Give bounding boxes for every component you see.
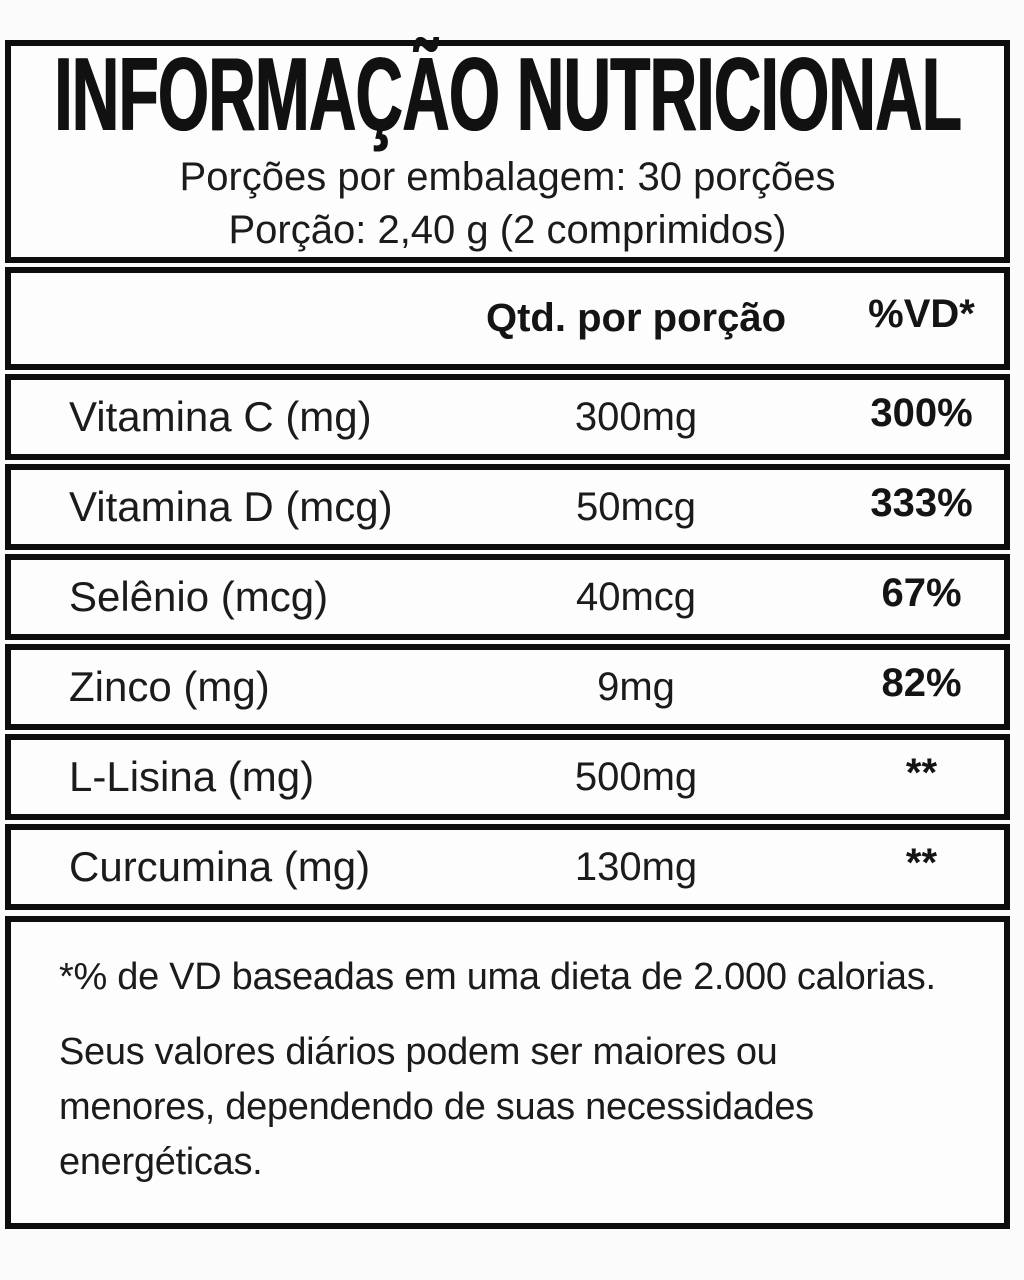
label-title: INFORMAÇÃO NUTRICIONAL: [54, 37, 962, 154]
table-row: Vitamina D (mcg) 50mcg 333%: [11, 470, 1004, 544]
nutrient-name: Selênio (mcg): [69, 573, 329, 620]
nutrient-name: L-Lisina (mg): [69, 753, 315, 800]
nutrition-label: INFORMAÇÃO NUTRICIONAL Porções por embal…: [5, 40, 1010, 1229]
column-header-daily-value: %VD*: [868, 292, 975, 336]
nutrient-quantity: 130mg: [574, 844, 698, 889]
nutrient-quantity: 9mg: [597, 664, 675, 709]
label-header: INFORMAÇÃO NUTRICIONAL Porções por embal…: [5, 40, 1010, 263]
table-row-curcumina: Curcumina (mg) 130mg **: [5, 824, 1010, 910]
nutrient-daily-value: 333%: [870, 480, 973, 525]
nutrient-daily-value: 300%: [870, 390, 973, 435]
footnote-line: energéticas.: [59, 1141, 263, 1183]
table-row: Vitamina C (mg) 300mg 300%: [11, 380, 1004, 454]
servings-per-package-line: Porções por embalagem: 30 porções: [179, 154, 836, 199]
column-header-quantity: Qtd. por porção: [486, 296, 786, 340]
table-row: L-Lisina (mg) 500mg **: [11, 740, 1004, 814]
table-row-vitamina-d: Vitamina D (mcg) 50mcg 333%: [5, 464, 1010, 550]
table-row-selenio: Selênio (mcg) 40mcg 67%: [5, 554, 1010, 640]
table-row: Curcumina (mg) 130mg **: [11, 830, 1004, 904]
column-header-row: Qtd. por porção %VD*: [11, 273, 1004, 364]
table-column-header-box: Qtd. por porção %VD*: [5, 267, 1010, 370]
nutrient-daily-value: 82%: [881, 660, 962, 705]
nutrient-quantity: 50mcg: [575, 484, 697, 529]
table-row-vitamina-c: Vitamina C (mg) 300mg 300%: [5, 374, 1010, 460]
nutrient-name: Zinco (mg): [69, 663, 270, 710]
nutrient-name: Vitamina C (mg): [69, 393, 372, 440]
nutrient-name: Curcumina (mg): [69, 843, 371, 890]
label-footnote: *% de VD baseadas em uma dieta de 2.000 …: [5, 916, 1010, 1229]
table-row-zinco: Zinco (mg) 9mg 82%: [5, 644, 1010, 730]
footnote-line: menores, dependendo de suas necessidades: [59, 1086, 814, 1128]
nutrient-name: Vitamina D (mcg): [69, 483, 393, 530]
nutrient-daily-value: **: [905, 750, 938, 795]
nutrient-daily-value: **: [905, 840, 938, 885]
nutrient-quantity: 500mg: [574, 754, 698, 799]
table-row: Zinco (mg) 9mg 82%: [11, 650, 1004, 724]
footnote-line: Seus valores diários podem ser maiores o…: [59, 1031, 778, 1073]
nutrient-quantity: 40mcg: [575, 574, 697, 619]
nutrient-daily-value: 67%: [881, 570, 962, 615]
serving-size-line: Porção: 2,40 g (2 comprimidos): [228, 207, 787, 252]
table-row: Selênio (mcg) 40mcg 67%: [11, 560, 1004, 634]
nutrient-quantity: 300mg: [574, 394, 698, 439]
footnote-line: *% de VD baseadas em uma dieta de 2.000 …: [59, 956, 936, 998]
table-row-l-lisina: L-Lisina (mg) 500mg **: [5, 734, 1010, 820]
